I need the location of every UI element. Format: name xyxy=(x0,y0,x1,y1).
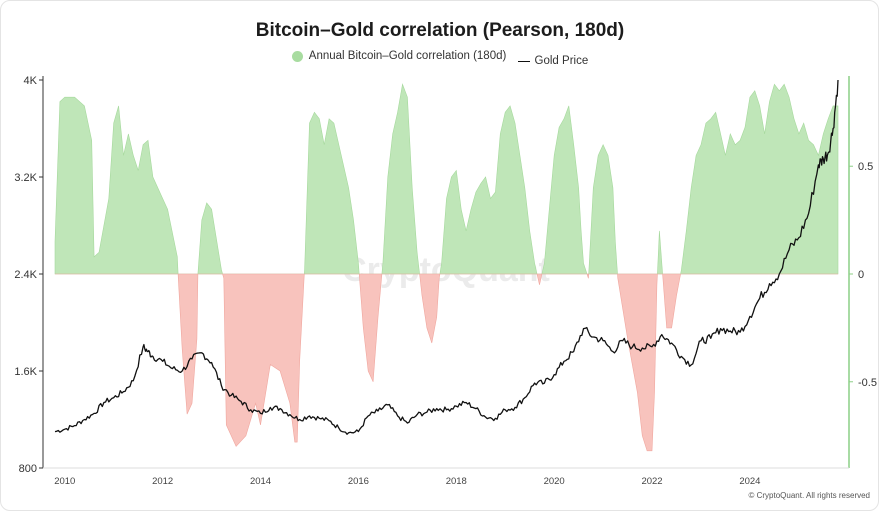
y-left-tick-label: 3.2K xyxy=(14,172,37,184)
chart-title: Bitcoin–Gold correlation (Pearson, 180d) xyxy=(255,20,625,41)
y-right-tick-label: 0.5 xyxy=(858,161,873,173)
x-tick-label: 2012 xyxy=(152,476,173,487)
legend-line-icon xyxy=(517,60,530,62)
y-left-tick-label: 4K xyxy=(24,75,38,87)
x-tick-label: 2018 xyxy=(446,476,467,487)
x-tick-label: 2014 xyxy=(250,476,271,487)
legend-label-correlation: Annual Bitcoin–Gold correlation (180d) xyxy=(308,50,507,62)
copyright-footer: © CryptoQuant. All rights reserved xyxy=(748,491,871,500)
gold-price-line xyxy=(54,79,839,435)
correlation-negative-area-shape xyxy=(55,273,838,452)
x-tick-label: 2022 xyxy=(641,476,662,487)
y-left-tick-label: 800 xyxy=(19,463,37,475)
correlation-positive-area-shape xyxy=(54,83,839,275)
y-right-tick-label: 0 xyxy=(858,269,864,281)
y-left-tick-label: 2.4K xyxy=(14,269,37,281)
axes: 800 1.6K 2.4K 3.2K 4K 0.5 0 -0.5 2010 2012 2014 201… xyxy=(14,75,877,487)
legend-label-gold-price: Gold Price xyxy=(534,55,589,67)
legend-item-gold-price[interactable]: Gold Price xyxy=(517,55,589,67)
chart-legend: Annual Bitcoin–Gold correlation (180d) G… xyxy=(0,50,880,67)
legend-dot-icon xyxy=(291,50,303,62)
gold-price-line-group xyxy=(54,79,839,435)
correlation-negative-area xyxy=(55,273,838,452)
x-tick-label: 2016 xyxy=(348,476,369,487)
correlation-positive-area xyxy=(54,83,839,275)
y-left-tick-label: 1.6K xyxy=(14,366,37,378)
x-tick-label: 2010 xyxy=(54,476,75,487)
x-tick-label: 2024 xyxy=(739,476,760,487)
y-right-tick-label: -0.5 xyxy=(858,377,877,389)
legend-item-correlation[interactable]: Annual Bitcoin–Gold correlation (180d) xyxy=(291,50,507,62)
x-tick-label: 2020 xyxy=(544,476,565,487)
